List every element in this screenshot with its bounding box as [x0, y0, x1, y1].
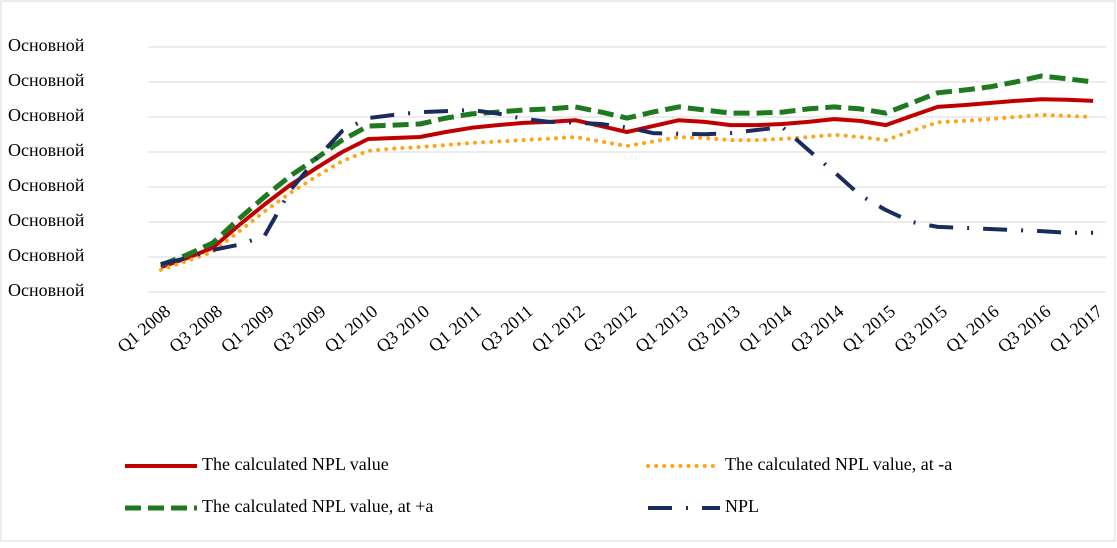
x-tick-label: Q3 2012: [579, 301, 640, 356]
x-tick-label: Q1 2010: [321, 301, 382, 356]
legend-label: The calculated NPL value, at +a: [202, 496, 433, 516]
legend-label: The calculated NPL value, at -a: [725, 454, 952, 474]
x-tick-label: Q3 2015: [890, 301, 951, 356]
x-tick-label: Q3 2013: [683, 301, 744, 356]
x-tick-label: Q1 2016: [942, 301, 1003, 356]
series-line: [158, 112, 1096, 272]
x-tick-label: Q3 2014: [787, 301, 848, 356]
x-tick-label: Q3 2010: [372, 301, 433, 356]
x-tick-label: Q1 2017: [1046, 301, 1107, 356]
y-tick-label: Основной: [8, 245, 85, 265]
legend-label: NPL: [725, 496, 759, 516]
y-tick-label: Основной: [8, 35, 85, 55]
y-tick-label: Основной: [8, 280, 85, 300]
y-tick-label: Основной: [8, 105, 85, 125]
y-tick-label: Основной: [8, 140, 85, 160]
y-tick-label: Основной: [8, 175, 85, 195]
x-tick-label: Q3 2011: [476, 301, 536, 356]
x-tick-label: Q3 2009: [269, 301, 330, 356]
x-tick-label: Q3 2016: [994, 301, 1055, 356]
series-line: [160, 108, 1094, 266]
x-tick-label: Q1 2008: [113, 301, 174, 356]
x-tick-label: Q1 2013: [631, 301, 692, 356]
x-tick-label: Q1 2015: [838, 301, 899, 356]
x-tick-label: Q1 2012: [528, 301, 589, 356]
x-tick-label: Q1 2011: [425, 301, 485, 356]
series-line: [160, 97, 1094, 269]
y-tick-label: Основной: [8, 210, 85, 230]
x-tick-label: Q3 2008: [165, 301, 226, 356]
y-tick-label: Основной: [8, 70, 85, 90]
x-tick-label: Q1 2009: [217, 301, 278, 356]
x-tick-label: Q1 2014: [735, 301, 796, 356]
legend-label: The calculated NPL value: [202, 454, 389, 474]
